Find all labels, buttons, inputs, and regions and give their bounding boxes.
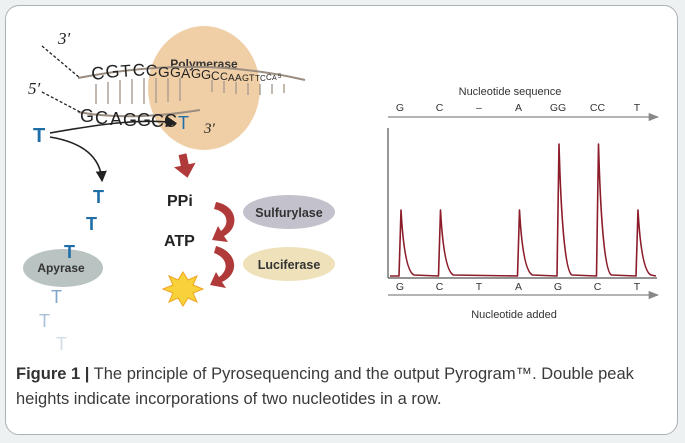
nucleotide-tick-label: G xyxy=(396,281,404,293)
apyrase-label: Apyrase xyxy=(37,261,85,275)
degraded-nucleotide: T xyxy=(39,311,50,331)
base-pair-rungs xyxy=(95,78,285,104)
sulfurylase-label: Sulfurylase xyxy=(255,206,322,220)
sulfurylase-blob xyxy=(243,195,335,229)
figure-panel xyxy=(5,5,678,435)
sequence-tick-label: GG xyxy=(550,102,566,114)
primer-base: G xyxy=(123,110,137,130)
template-base: T xyxy=(249,73,255,83)
template-base: C xyxy=(90,63,105,84)
primer-3prime-label: 3′ xyxy=(203,121,216,137)
incoming-nucleotide: T xyxy=(33,125,45,147)
primer-dashed-end xyxy=(41,91,81,113)
sequence-tick-label: T xyxy=(634,102,641,114)
ppi-label: PPi xyxy=(167,193,193,210)
figure-caption: Figure 1 | The principle of Pyrosequenci… xyxy=(16,362,666,412)
template-base: G xyxy=(170,64,181,80)
unused-nucleotide-arrow xyxy=(49,136,107,183)
primer-base: G xyxy=(80,106,94,126)
sequence-tick-label: G xyxy=(396,102,404,114)
template-base: G xyxy=(201,67,211,82)
template-base: T xyxy=(255,74,260,83)
apyrase-bound-nucleotide: T xyxy=(64,242,75,262)
nucleotide-tick-label: T xyxy=(476,281,483,293)
primer-base: G xyxy=(137,110,151,130)
sequence-tick-label: A xyxy=(515,102,522,114)
primer-5prime-label: 5′ xyxy=(28,79,41,98)
nucleotide-tick-label: C xyxy=(594,281,602,293)
primer-base: C xyxy=(95,108,108,128)
degraded-nucleotide: T xyxy=(56,334,67,354)
template-base: C xyxy=(266,73,272,82)
luciferase-label: Luciferase xyxy=(258,258,321,272)
template-dashed-end xyxy=(41,45,81,79)
template-3prime-label: 3′ xyxy=(57,29,71,48)
nucleotide-tick-label: G xyxy=(554,281,562,293)
nucleotide-tick-label: A xyxy=(515,281,522,293)
template-sequence: C G T C C G G A G G C C A A G T T C C A … xyxy=(90,60,282,84)
apyrase-blob xyxy=(23,249,103,287)
top-axis-label: Nucleotide sequence xyxy=(459,86,562,98)
signal-trace xyxy=(390,143,657,277)
template-base: C xyxy=(132,60,145,80)
incorporation-arrow xyxy=(49,116,178,134)
template-base: C xyxy=(146,63,158,80)
caption-text: The principle of Pyrosequencing and the … xyxy=(16,365,634,408)
bottom-axis-label: Nucleotide added xyxy=(471,309,557,321)
primer-base: A xyxy=(110,109,122,129)
template-base: G xyxy=(242,73,249,83)
template-base: G xyxy=(158,64,170,81)
light-flash-icon xyxy=(161,271,205,307)
primer-backbone xyxy=(77,109,201,118)
template-base: A xyxy=(181,65,191,81)
template-base: A xyxy=(272,75,277,82)
template-base: A xyxy=(228,73,235,84)
caption-lead: Figure 1 | xyxy=(16,365,90,383)
ppi-release-arrow xyxy=(174,153,196,178)
sequence-tick-label: – xyxy=(476,102,482,114)
template-base: 5 xyxy=(278,74,282,80)
degraded-nucleotide: T xyxy=(51,287,62,307)
primer-base: C xyxy=(164,111,177,131)
sulfurylase-arrow xyxy=(212,202,235,242)
primer-incorporated-base: T xyxy=(178,113,189,133)
atp-label: ATP xyxy=(164,233,195,250)
template-base: C xyxy=(211,69,220,83)
template-base: T xyxy=(120,61,132,81)
template-base: G xyxy=(105,61,121,82)
free-nucleotide: T xyxy=(93,187,104,207)
primer-sequence: G C A G G C C T xyxy=(80,106,189,133)
template-base: A xyxy=(235,73,242,84)
luciferase-blob xyxy=(243,247,335,281)
template-backbone xyxy=(77,66,306,81)
free-nucleotide: T xyxy=(86,214,97,234)
nucleotide-tick-label: C xyxy=(436,281,444,293)
nucleotide-tick-label: T xyxy=(634,281,641,293)
template-base: G xyxy=(191,66,201,81)
sequence-tick-label: C xyxy=(436,102,444,114)
sequence-tick-label: CC xyxy=(590,102,606,114)
pyrogram: Nucleotide sequence G C – A GG CC T G C T A G C T Nu… xyxy=(387,86,660,321)
template-base: C xyxy=(260,74,266,83)
luciferase-arrow xyxy=(210,246,235,288)
template-base: C xyxy=(220,71,228,83)
